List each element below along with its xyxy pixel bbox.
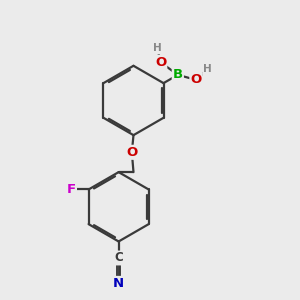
Text: H: H [203,64,212,74]
Text: O: O [190,73,202,86]
Text: N: N [113,277,124,290]
Text: H: H [153,44,162,53]
Text: F: F [67,183,76,196]
Text: B: B [173,68,183,81]
Text: O: O [126,146,137,159]
Text: O: O [155,56,166,69]
Text: C: C [114,251,123,265]
